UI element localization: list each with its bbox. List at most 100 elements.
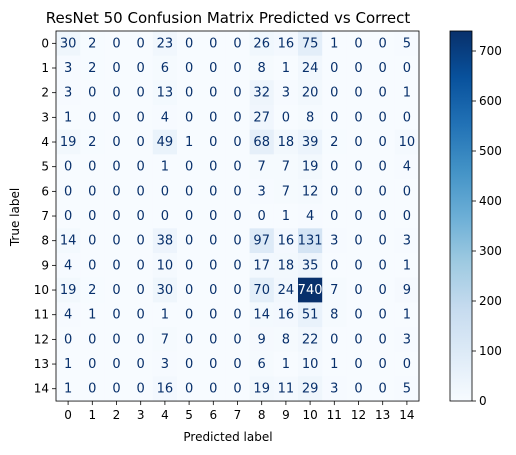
cell-value-label: 0	[137, 184, 145, 199]
heatmap-cell	[225, 129, 250, 155]
cell-value-label: 0	[185, 308, 193, 323]
cell-value-label: 0	[112, 283, 120, 298]
cell-value-label: 70	[253, 283, 270, 298]
cell-value-label: 0	[137, 160, 145, 175]
cell-value-label: 0	[185, 283, 193, 298]
heatmap-cell	[249, 277, 275, 303]
x-tick-label: 0	[64, 408, 72, 422]
heatmap-cell	[322, 228, 347, 254]
cell-value-label: 0	[185, 382, 193, 397]
heatmap-cell	[298, 203, 323, 229]
heatmap-cell	[201, 31, 226, 57]
cell-value-label: 18	[278, 135, 295, 150]
heatmap-cell	[56, 154, 81, 180]
cell-value-label: 0	[233, 36, 241, 51]
heatmap-cell	[394, 228, 420, 254]
cell-value-label: 0	[112, 36, 120, 51]
heatmap-cell	[80, 179, 105, 205]
heatmap-cell	[370, 31, 396, 57]
heatmap-cell	[177, 80, 202, 106]
cell-value-label: 0	[233, 258, 241, 273]
heatmap-cell	[104, 376, 129, 402]
cell-value-label: 75	[302, 36, 319, 51]
heatmap-cell	[152, 129, 178, 155]
y-tick-label: 9	[41, 258, 49, 272]
cell-value-label: 0	[354, 308, 362, 323]
heatmap-cell	[56, 351, 81, 377]
cell-value-label: 0	[137, 382, 145, 397]
heatmap-cell	[249, 351, 275, 377]
cell-value-label: 14	[60, 234, 77, 249]
y-tick-label: 1	[41, 61, 49, 75]
heatmap-cell	[128, 105, 154, 131]
cell-value-label: 1	[185, 135, 193, 150]
cell-value-label: 0	[161, 184, 169, 199]
heatmap-cell	[177, 31, 202, 57]
heatmap-cell	[346, 376, 371, 402]
heatmap-cell	[201, 277, 226, 303]
heatmap-cell	[273, 376, 299, 402]
cell-value-label: 0	[112, 332, 120, 347]
heatmap-cell	[177, 327, 202, 353]
cell-value-label: 10	[157, 258, 174, 273]
heatmap-cell	[370, 351, 396, 377]
y-axis-label: True label	[8, 188, 22, 247]
cell-value-label: 16	[157, 382, 174, 397]
cell-value-label: 0	[88, 110, 96, 125]
x-axis-ticks: 0 1 2 3 4 5 6 7 8 9 10 11 12 13 14	[64, 401, 415, 422]
heatmap-cell	[273, 129, 299, 155]
cell-value-label: 9	[403, 283, 411, 298]
heatmap-cell	[201, 105, 226, 131]
cell-value-label: 0	[185, 36, 193, 51]
cell-value-label: 0	[185, 234, 193, 249]
cell-value-label: 0	[185, 209, 193, 224]
heatmap-cell	[152, 253, 178, 279]
cell-value-label: 1	[88, 308, 96, 323]
cell-value-label: 0	[379, 36, 387, 51]
cell-value-label: 0	[330, 332, 338, 347]
heatmap-cell	[201, 253, 226, 279]
heatmap-cell	[201, 351, 226, 377]
heatmap-cell	[370, 327, 396, 353]
cell-value-label: 0	[354, 258, 362, 273]
cell-value-label: 0	[330, 258, 338, 273]
cell-value-label: 0	[112, 308, 120, 323]
heatmap-cell	[394, 376, 420, 402]
cell-value-label: 1	[282, 357, 290, 372]
cell-value-label: 0	[209, 86, 217, 101]
cell-value-label: 39	[302, 135, 319, 150]
cell-value-label: 19	[60, 135, 77, 150]
heatmap-cell	[273, 302, 299, 328]
cell-value-label: 0	[209, 332, 217, 347]
heatmap-cell	[346, 203, 371, 229]
cell-value-label: 0	[88, 234, 96, 249]
heatmap-cell	[346, 55, 371, 81]
cell-value-label: 3	[282, 86, 290, 101]
heatmap-cell	[152, 31, 178, 57]
heatmap-cell	[322, 203, 347, 229]
cell-value-label: 1	[64, 357, 72, 372]
colorbar-tick-label: 400	[479, 194, 502, 208]
heatmap-cell	[80, 327, 105, 353]
cell-value-label: 0	[330, 61, 338, 76]
heatmap-cell	[346, 154, 371, 180]
cell-value-label: 0	[379, 308, 387, 323]
heatmap-cell	[128, 129, 154, 155]
cell-value-label: 0	[137, 357, 145, 372]
cell-value-label: 0	[88, 209, 96, 224]
cell-value-label: 0	[185, 332, 193, 347]
heatmap-cell	[370, 179, 396, 205]
heatmap-cell	[128, 55, 154, 81]
heatmap-cell	[80, 253, 105, 279]
cell-value-label: 0	[379, 209, 387, 224]
cell-value-label: 1	[64, 382, 72, 397]
heatmap-cell	[177, 203, 202, 229]
cell-value-label: 3	[161, 357, 169, 372]
heatmap-cell	[104, 228, 129, 254]
heatmap-cell	[152, 55, 178, 81]
heatmap-cell	[201, 55, 226, 81]
cell-value-label: 0	[112, 184, 120, 199]
heatmap-cell	[298, 129, 323, 155]
y-tick-label: 11	[34, 308, 49, 322]
heatmap-cell	[273, 327, 299, 353]
